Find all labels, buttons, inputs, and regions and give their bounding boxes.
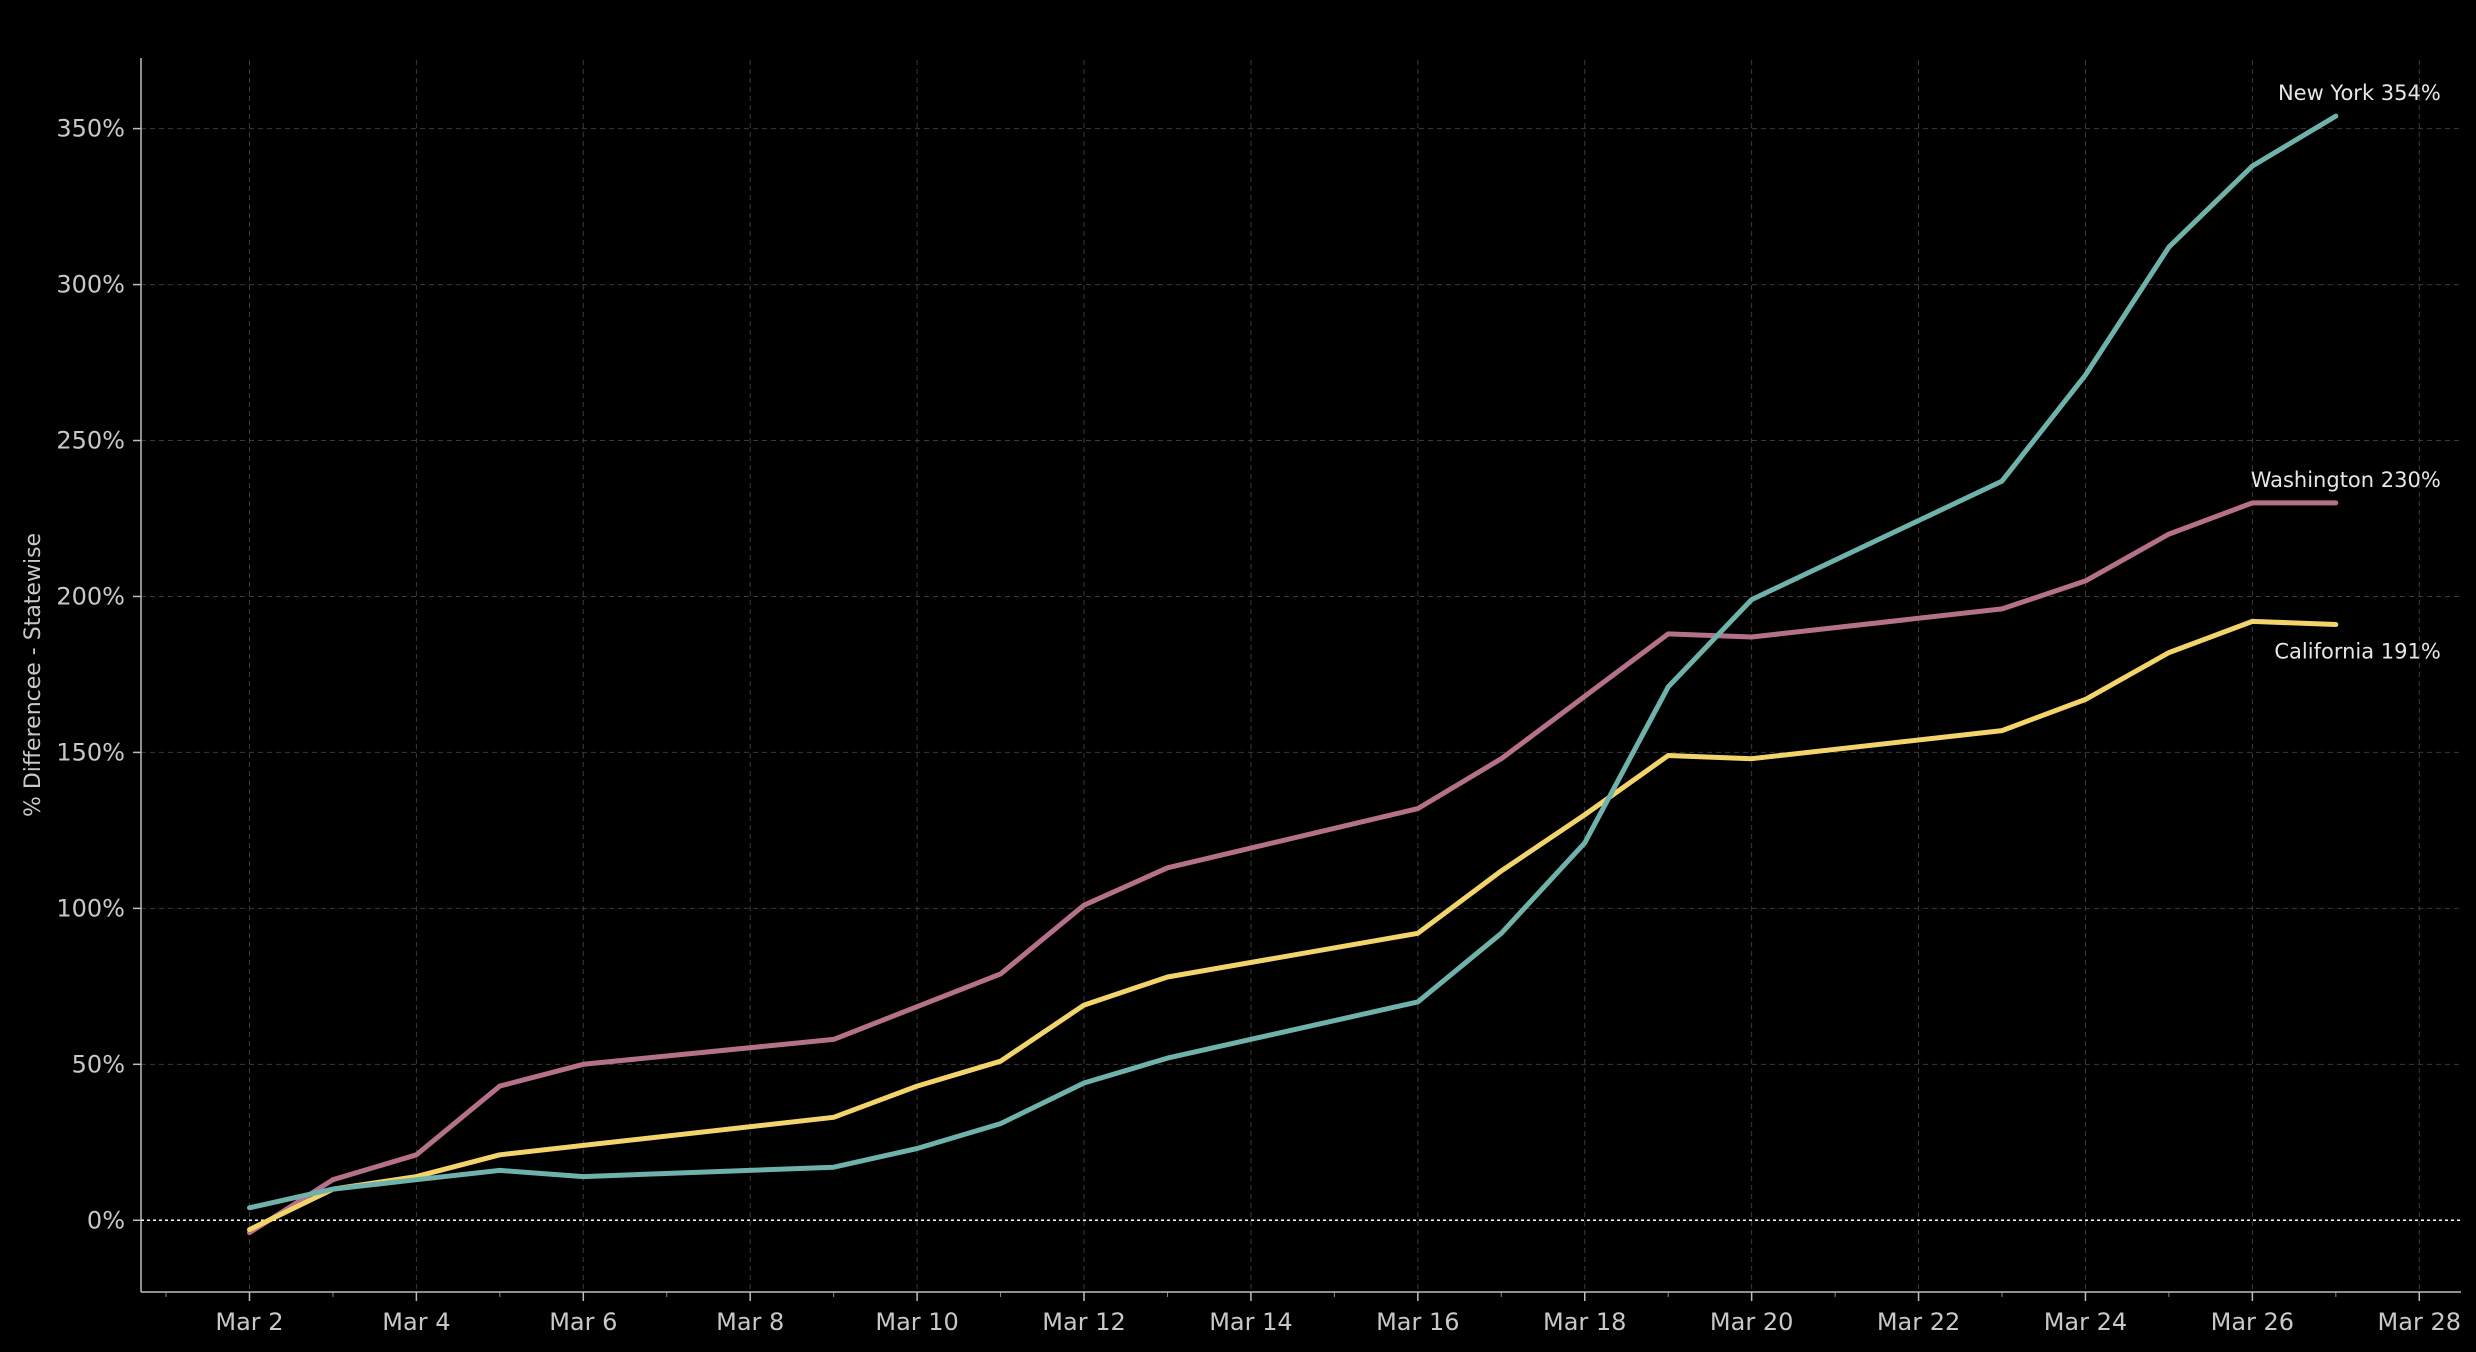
y-tick-label: 100% (56, 894, 125, 922)
axes (133, 58, 2461, 1301)
end-label-washington: Washington 230% (2251, 468, 2441, 492)
x-tick-label: Mar 26 (2211, 1308, 2294, 1336)
y-axis-label: % Differencee - Statewise (21, 533, 46, 817)
end-label-california: California 191% (2274, 640, 2440, 664)
x-tick-label: Mar 4 (382, 1308, 450, 1336)
series-line-washington (247, 500, 2339, 1236)
series-line-new-york (247, 113, 2339, 1211)
y-tick-label: 50% (72, 1050, 125, 1078)
x-tick-label: Mar 12 (1042, 1308, 1125, 1336)
x-tick-label: Mar 10 (875, 1308, 958, 1336)
series-lines (247, 113, 2339, 1236)
series-line-california (247, 618, 2339, 1233)
x-tick-label: Mar 24 (2044, 1308, 2127, 1336)
y-tick-label: 150% (56, 738, 125, 766)
y-tick-label: 0% (87, 1206, 125, 1234)
x-tick-label: Mar 6 (549, 1308, 617, 1336)
x-tick-label: Mar 2 (215, 1308, 283, 1336)
y-tick-label: 250% (56, 427, 125, 455)
y-tick-label: 200% (56, 582, 125, 610)
x-tick-label: Mar 22 (1877, 1308, 1960, 1336)
x-tick-label: Mar 18 (1543, 1308, 1626, 1336)
y-tick-label: 300% (56, 271, 125, 299)
x-tick-label: Mar 28 (2378, 1308, 2461, 1336)
labels: Mar 2 Mar 4 Mar 6 Mar 8 Mar 10 Mar 12 Mar 14 Ma… (56, 81, 2461, 1336)
x-tick-label: Mar 16 (1376, 1308, 1459, 1336)
y-tick-label: 350% (56, 115, 125, 143)
end-label-new-york: New York 354% (2278, 81, 2441, 105)
x-tick-label: Mar 8 (716, 1308, 784, 1336)
x-tick-label: Mar 14 (1209, 1308, 1292, 1336)
x-tick-label: Mar 20 (1710, 1308, 1793, 1336)
